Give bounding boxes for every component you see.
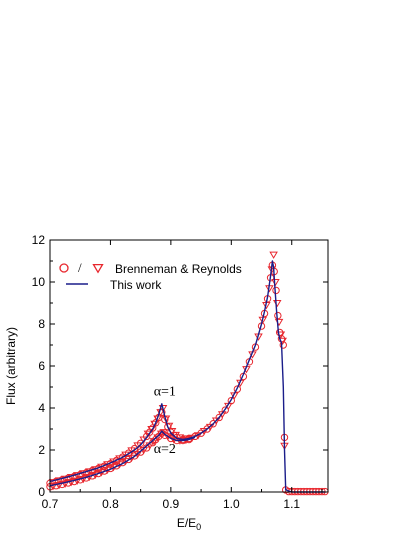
annotation-alpha-1: α=1 [154,384,176,399]
legend: / Brenneman & Reynolds This work [59,260,242,292]
data-point-circle-0-36 [233,385,242,393]
data-point-triangle-down-2-18 [150,420,159,428]
legend-separator: / [78,260,82,275]
x-tick-label-3: 1.0 [223,497,240,511]
annotation-alpha-2: α=2 [154,442,176,457]
data-point-triangle-down-2-22 [161,415,171,423]
y-tick-label-3: 6 [38,359,45,373]
x-tick-label-1: 0.8 [102,497,119,511]
y-tick-label-1: 2 [38,443,45,457]
y-tick-label-4: 8 [38,317,45,331]
data-point-triangle-down-2-44 [269,251,278,259]
data-point-triangle-down-2-46 [272,299,282,308]
y-tick-label-0: 0 [38,485,45,499]
x-tick-label-2: 0.9 [163,497,180,511]
series-line-this-work-2 [49,430,196,487]
plot-area [46,251,329,496]
data-point-triangle-down-2-32 [211,417,221,425]
data-point-triangle-down-3-4 [72,477,82,485]
data-point-triangle-down-3-2 [60,480,70,488]
data-point-circle-0-46 [272,286,280,295]
x-axis-label-subscript: 0 [196,522,201,532]
legend-label-brenneman-reynolds: Brenneman & Reynolds [115,262,242,276]
data-point-triangle-down-2-1 [54,477,64,485]
y-tick-label-2: 4 [38,401,45,415]
data-point-triangle-down-2-3 [66,474,76,482]
data-point-triangle-down-3-0 [48,483,58,491]
x-axis-label: E/E0 [177,516,201,532]
data-point-triangle-down-3-3 [66,479,76,487]
data-point-triangle-down-2-21 [158,404,168,413]
y-tick-label-6: 12 [32,233,46,247]
data-point-triangle-down-3-13 [127,454,136,462]
series-line-this-work-1 [49,260,325,493]
x-axis-label-main: E/E [177,516,196,530]
y-axis-label: Flux (arbitrary) [4,327,18,405]
y-tick-label-5: 10 [32,275,46,289]
legend-label-this-work: This work [110,278,162,292]
x-tick-label-0: 0.7 [42,497,59,511]
data-point-circle-0-50 [279,341,287,349]
data-point-triangle-down-2-0 [48,479,58,487]
plot-frame [49,239,329,493]
data-point-triangle-down-3-20 [159,429,168,437]
legend-circle-marker [59,263,69,273]
data-point-triangle-down-2-45 [271,278,280,287]
axis-ticks: 0.7 0.8 0.9 1.0 1.1 0 2 4 6 8 10 12 [32,233,328,511]
data-point-triangle-down-3-1 [54,482,64,490]
x-tick-label-4: 1.1 [283,497,300,511]
data-point-triangle-down-3-5 [78,475,88,484]
legend-triangle-marker [92,263,104,274]
data-point-triangle-down-2-2 [60,475,70,483]
